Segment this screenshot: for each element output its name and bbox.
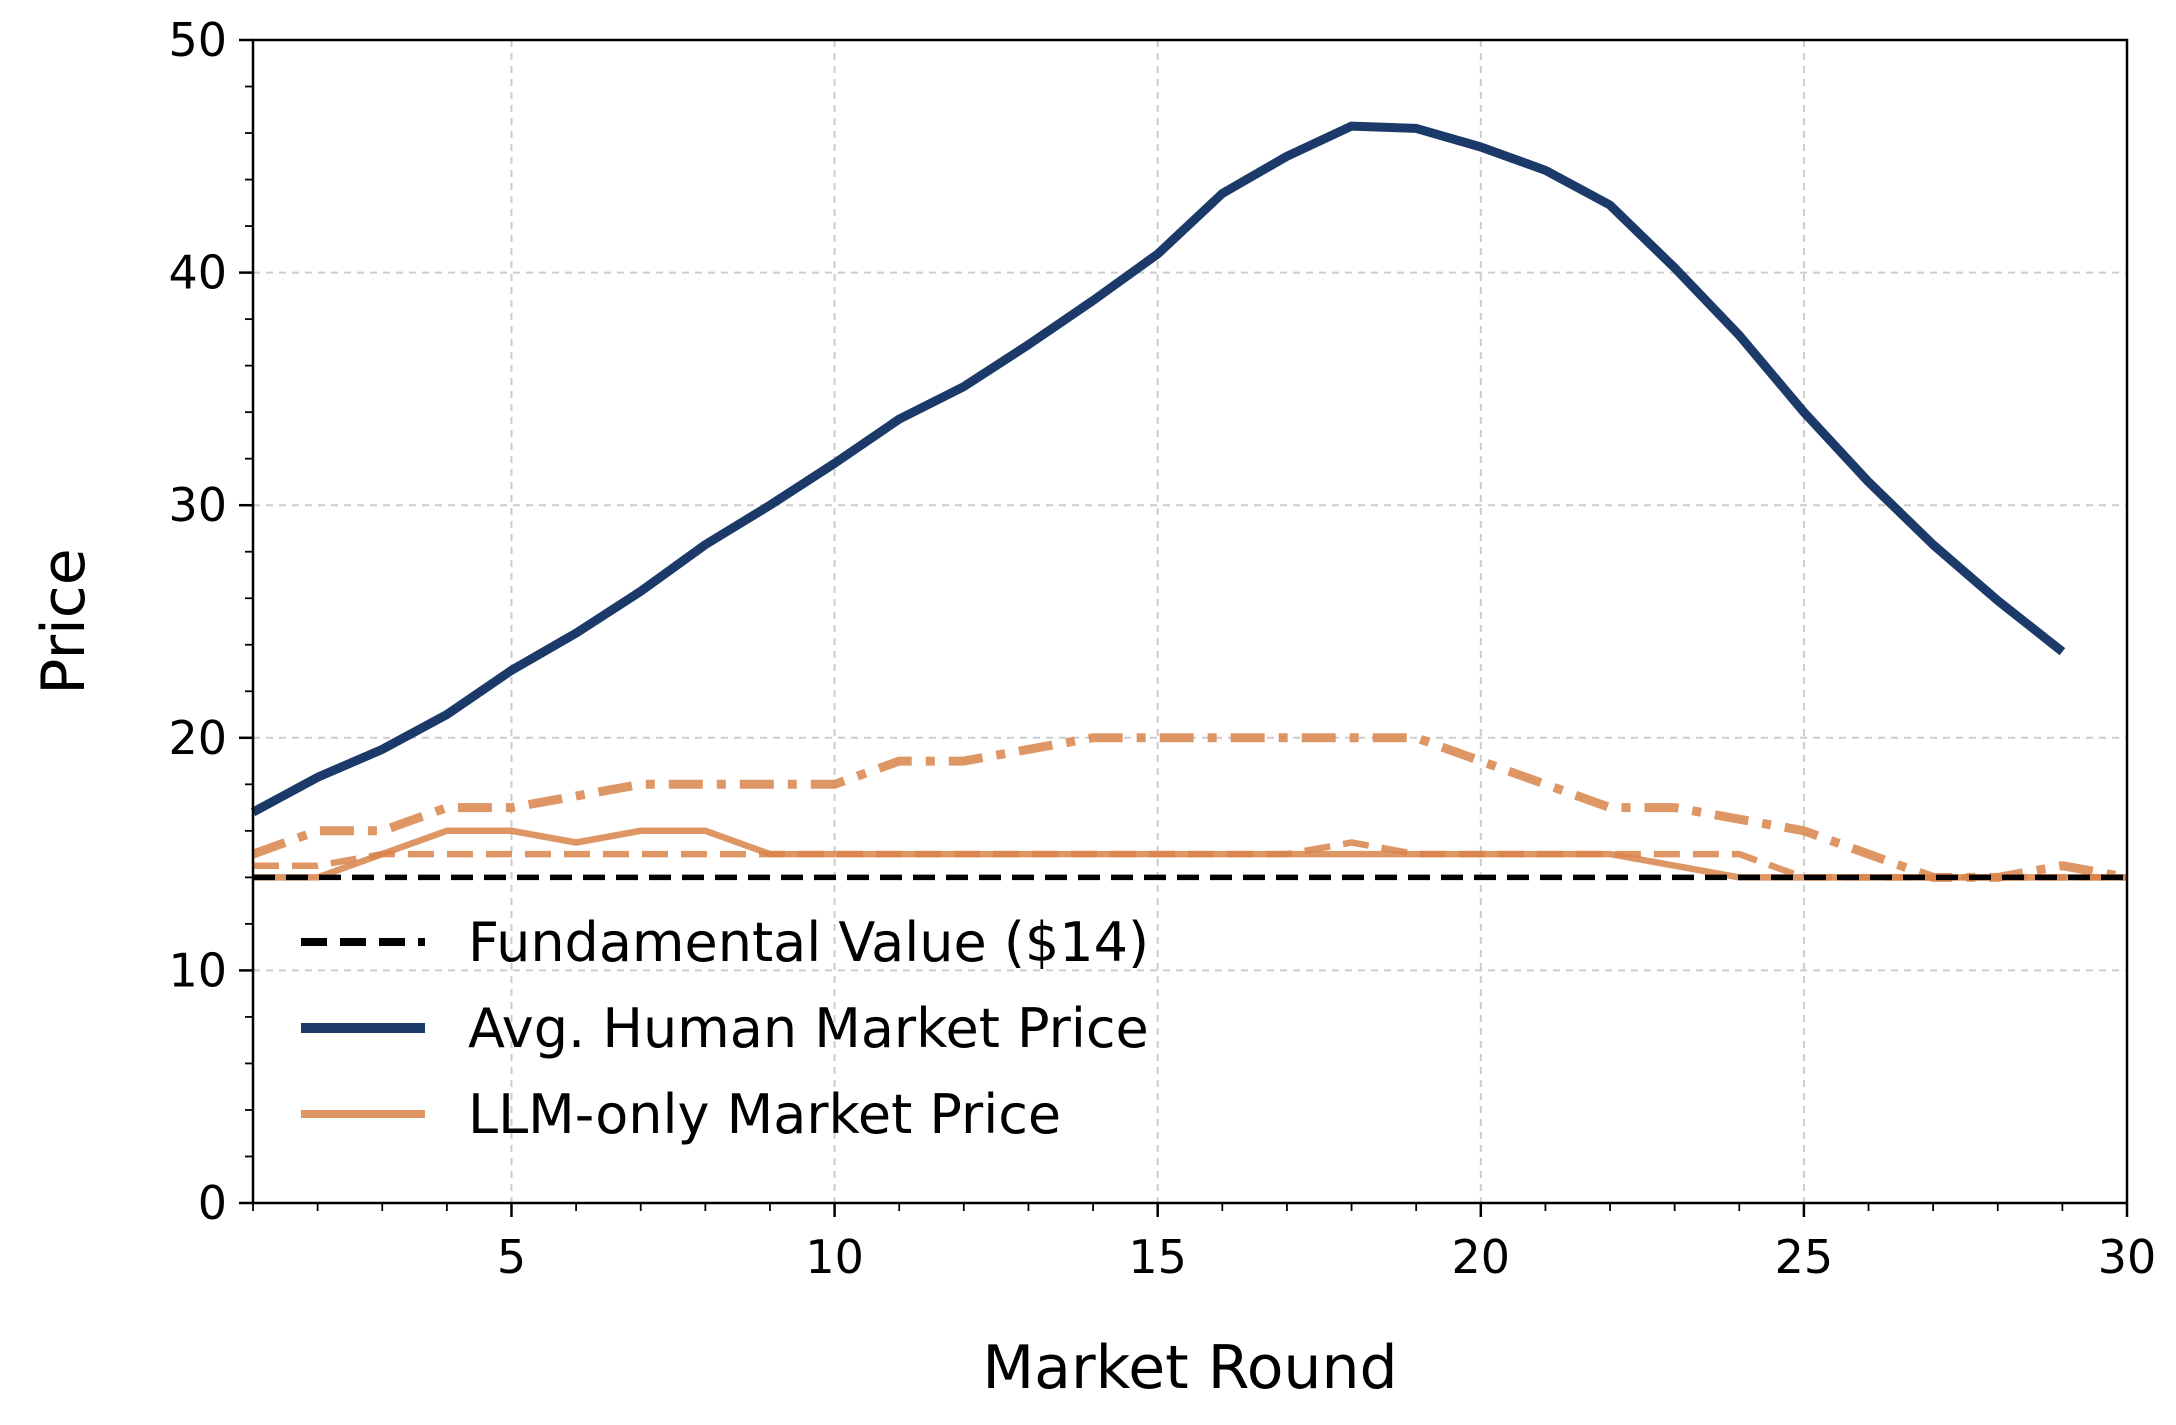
legend-label-human: Avg. Human Market Price (468, 997, 1149, 1060)
legend-label-llm_solid: LLM-only Market Price (468, 1083, 1061, 1146)
y-tick-label: 30 (168, 478, 227, 532)
plot-frame (251, 38, 2129, 1205)
x-tick-label: 20 (1452, 1230, 1511, 1284)
series-line-human (250, 121, 2066, 817)
y-tick-label: 10 (168, 943, 227, 997)
y-axis-title: Price (29, 548, 99, 694)
y-tick-label: 40 (168, 246, 227, 300)
y-tick-label: 20 (168, 711, 227, 765)
series-line-llm_dashed (253, 839, 2127, 881)
series-layer (250, 121, 2128, 882)
legend: Fundamental Value ($14) Avg. Human Market… (301, 911, 1149, 1146)
y-tick-label: 0 (198, 1176, 227, 1230)
x-tick-label: 30 (2098, 1230, 2157, 1284)
tick-layer: 5 10 15 20 25 30 0 10 20 30 40 50 (168, 13, 2156, 1284)
x-axis-title: Market Round (982, 1333, 1397, 1403)
legend-label-fundamental: Fundamental Value ($14) (468, 911, 1149, 974)
x-tick-label: 15 (1128, 1230, 1187, 1284)
series-line-llm_dashdot (251, 733, 2128, 882)
y-tick-label: 50 (168, 13, 227, 67)
x-tick-label: 10 (805, 1230, 864, 1284)
x-tick-label: 5 (497, 1230, 526, 1284)
x-tick-label: 25 (1775, 1230, 1834, 1284)
